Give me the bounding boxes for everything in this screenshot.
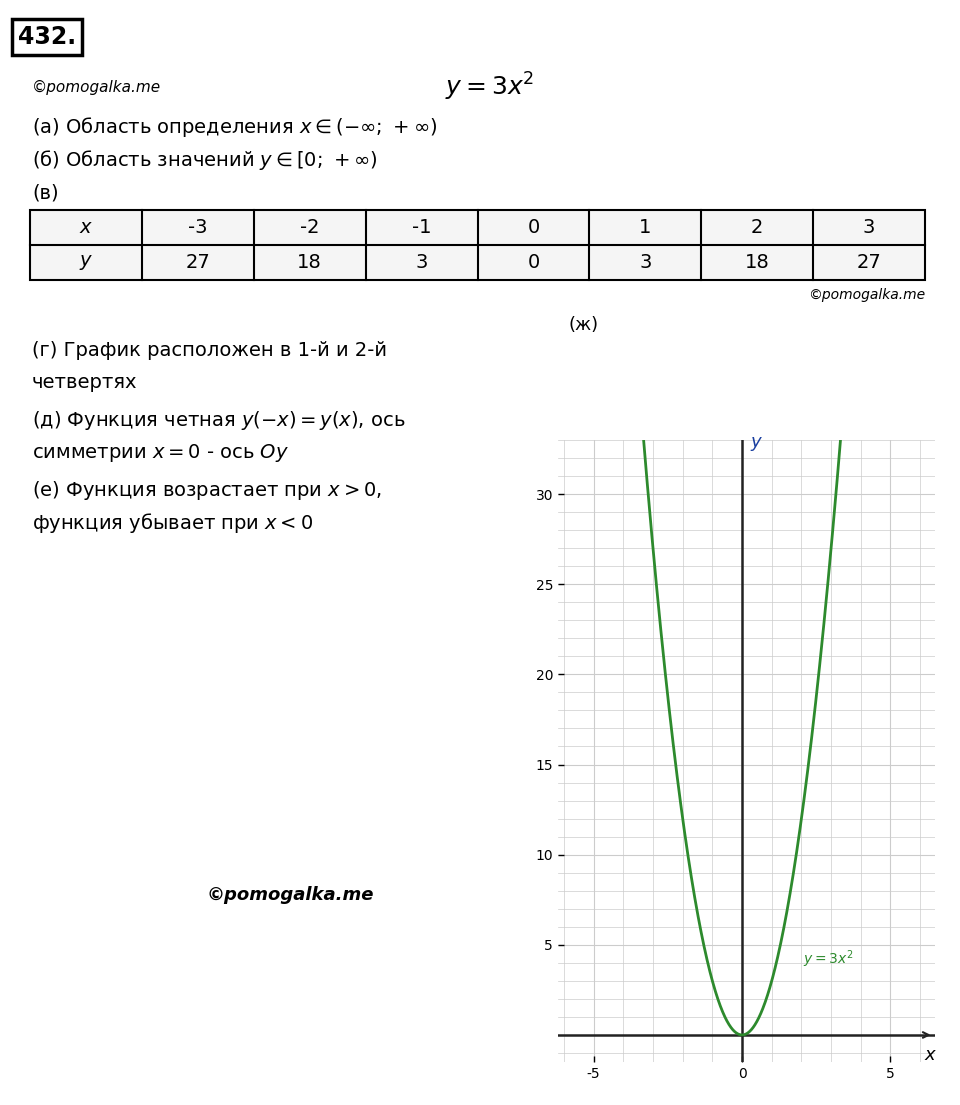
Text: 18: 18 <box>745 253 770 272</box>
Text: (б) Область значений $y \in [0;\,+\infty)$: (б) Область значений $y \in [0;\,+\infty… <box>32 148 377 172</box>
Text: $y$: $y$ <box>751 434 763 453</box>
Text: $x$: $x$ <box>924 1045 937 1064</box>
Text: 27: 27 <box>856 253 881 272</box>
Text: $y$: $y$ <box>79 253 93 272</box>
Text: четвертях: четвертях <box>32 373 137 392</box>
Text: $y = 3x^2$: $y = 3x^2$ <box>445 71 535 103</box>
Text: $x$: $x$ <box>79 218 93 236</box>
Text: (г) График расположен в 1-й и 2-й: (г) График расположен в 1-й и 2-й <box>32 340 387 359</box>
Text: 432.: 432. <box>18 25 76 49</box>
Text: (е) Функция возрастает при $x > 0$,: (е) Функция возрастает при $x > 0$, <box>32 478 382 502</box>
Text: -2: -2 <box>300 218 320 236</box>
Text: (в): (в) <box>32 183 59 202</box>
Text: 2: 2 <box>751 218 763 236</box>
Text: $y = 3x^2$: $y = 3x^2$ <box>803 948 853 970</box>
Text: 3: 3 <box>416 253 428 272</box>
Text: 3: 3 <box>639 253 652 272</box>
Text: ©pomogalka.me: ©pomogalka.me <box>32 80 161 95</box>
Text: -3: -3 <box>188 218 207 236</box>
Text: (а) Область определения $x \in (-\infty;\,+\infty)$: (а) Область определения $x \in (-\infty;… <box>32 115 437 139</box>
Text: 27: 27 <box>185 253 210 272</box>
Text: 18: 18 <box>298 253 322 272</box>
Text: -1: -1 <box>412 218 431 236</box>
Text: ©pomogalka.me: ©pomogalka.me <box>206 886 373 904</box>
Text: (д) Функция четная $y(-x) = y(x)$, ось: (д) Функция четная $y(-x) = y(x)$, ось <box>32 409 405 431</box>
Text: функция убывает при $x < 0$: функция убывает при $x < 0$ <box>32 511 313 535</box>
Text: (ж): (ж) <box>568 316 598 334</box>
Text: 0: 0 <box>527 218 540 236</box>
Text: симметрии $x = 0$ - ось $Oy$: симметрии $x = 0$ - ось $Oy$ <box>32 442 289 464</box>
Text: ©pomogalka.me: ©pomogalka.me <box>808 288 925 302</box>
Text: 3: 3 <box>863 218 876 236</box>
Text: 1: 1 <box>639 218 652 236</box>
Bar <box>30 210 925 280</box>
Text: 0: 0 <box>527 253 540 272</box>
